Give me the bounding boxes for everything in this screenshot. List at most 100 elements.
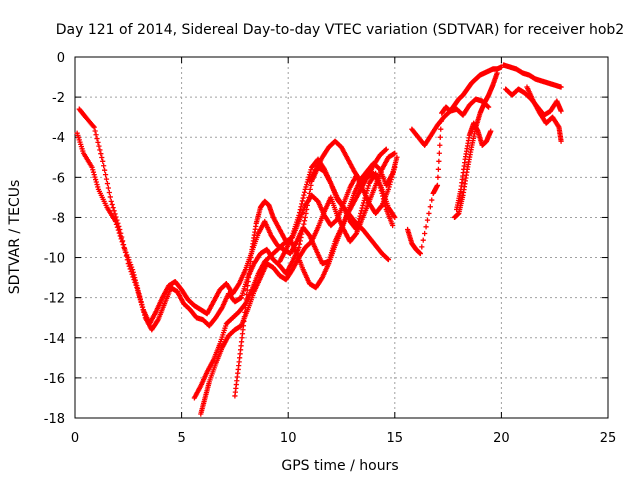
data-point-marker xyxy=(110,205,116,211)
data-point-marker xyxy=(298,204,304,210)
data-point-marker xyxy=(438,126,444,132)
data-point-marker xyxy=(385,256,392,263)
data-point-marker xyxy=(114,217,120,223)
data-point-marker xyxy=(115,220,121,226)
data-point-marker xyxy=(98,151,104,157)
data-point-marker xyxy=(104,180,111,187)
data-point-marker xyxy=(136,292,142,298)
data-point-marker xyxy=(108,198,114,204)
plot-frame xyxy=(74,56,609,419)
series-track-4 xyxy=(198,150,398,417)
data-series xyxy=(74,62,564,417)
data-point-marker xyxy=(420,237,426,243)
y-tick-label: -10 xyxy=(44,252,65,267)
data-point-marker xyxy=(307,186,313,192)
data-point-marker xyxy=(379,190,385,196)
data-point-marker xyxy=(435,174,441,180)
data-point-marker xyxy=(390,222,396,229)
series-track-2 xyxy=(76,106,396,327)
series-track-12 xyxy=(500,62,564,90)
data-point-marker xyxy=(387,179,394,185)
data-point-marker xyxy=(378,188,384,194)
data-point-marker xyxy=(360,202,366,209)
data-point-marker xyxy=(120,242,127,248)
data-point-marker xyxy=(427,204,433,210)
series-track-7 xyxy=(306,138,389,184)
data-point-marker xyxy=(113,214,119,220)
data-point-marker xyxy=(120,238,126,244)
series-track-10 xyxy=(451,70,500,221)
data-point-marker xyxy=(241,318,247,324)
y-tick-label: -12 xyxy=(44,292,65,307)
data-point-marker xyxy=(424,217,431,223)
data-point-marker xyxy=(360,200,367,206)
data-point-marker xyxy=(106,189,112,196)
data-point-marker xyxy=(93,176,99,183)
data-point-marker xyxy=(102,172,109,178)
data-point-marker xyxy=(134,285,140,291)
data-point-marker xyxy=(91,172,97,178)
y-tick-label: -8 xyxy=(52,211,65,226)
series-track-14 xyxy=(524,84,564,144)
data-point-marker xyxy=(242,309,248,315)
data-point-marker xyxy=(101,163,107,169)
data-point-marker xyxy=(117,226,123,233)
data-point-marker xyxy=(558,108,564,114)
data-point-marker xyxy=(390,172,396,178)
y-tick-label: -18 xyxy=(44,412,65,427)
data-point-marker xyxy=(243,296,249,302)
data-point-marker xyxy=(558,138,564,144)
data-point-marker xyxy=(97,147,103,153)
data-point-marker xyxy=(296,212,302,219)
data-point-marker xyxy=(385,186,392,192)
data-point-marker xyxy=(102,167,108,173)
data-point-marker xyxy=(365,183,372,189)
data-point-marker xyxy=(417,250,423,257)
data-point-marker xyxy=(426,210,432,217)
data-point-marker xyxy=(365,185,371,191)
data-point-marker xyxy=(308,167,314,173)
data-point-marker xyxy=(137,294,143,301)
data-point-marker xyxy=(296,244,302,251)
data-point-marker xyxy=(138,299,144,305)
data-point-marker xyxy=(244,291,250,298)
y-tick-label: 0 xyxy=(57,51,65,66)
series-track-3 xyxy=(191,154,400,401)
data-point-marker xyxy=(388,176,394,183)
data-point-marker xyxy=(485,103,491,110)
data-point-marker xyxy=(126,263,132,269)
data-point-marker xyxy=(90,167,96,173)
data-point-marker xyxy=(391,167,397,173)
data-point-marker xyxy=(131,277,137,283)
data-point-marker xyxy=(436,158,442,164)
data-point-marker xyxy=(127,266,133,272)
data-point-marker xyxy=(93,132,99,138)
data-point-marker xyxy=(386,184,392,190)
axis-ticks: 0 5 10 15 20 25 0 -2 -4 -6 -8 -10 -12 -14 -16 -18 xyxy=(44,51,617,446)
data-point-marker xyxy=(133,282,139,288)
data-point-marker xyxy=(300,195,306,201)
data-point-marker xyxy=(112,211,118,217)
data-point-marker xyxy=(385,256,391,262)
data-point-marker xyxy=(437,134,443,140)
data-point-marker xyxy=(303,210,309,217)
data-point-marker xyxy=(89,164,95,170)
data-point-marker xyxy=(123,253,130,259)
chart-title: Day 121 of 2014, Sidereal Day-to-day VTE… xyxy=(56,22,624,38)
y-axis-label: SDTVAR / TECUs xyxy=(7,180,23,295)
data-point-marker xyxy=(488,128,494,134)
x-tick-label: 25 xyxy=(600,431,617,446)
data-point-marker xyxy=(437,142,443,148)
data-point-marker xyxy=(130,274,136,280)
data-point-marker xyxy=(241,314,247,320)
data-point-marker xyxy=(95,184,101,190)
data-point-marker xyxy=(436,150,442,156)
data-point-marker xyxy=(301,192,307,198)
x-tick-label: 5 xyxy=(177,431,185,446)
data-point-marker xyxy=(119,234,125,240)
data-point-marker xyxy=(94,181,100,188)
data-point-marker xyxy=(240,323,247,329)
data-point-marker xyxy=(302,186,308,192)
data-point-marker xyxy=(378,203,384,209)
data-point-marker xyxy=(137,297,143,303)
